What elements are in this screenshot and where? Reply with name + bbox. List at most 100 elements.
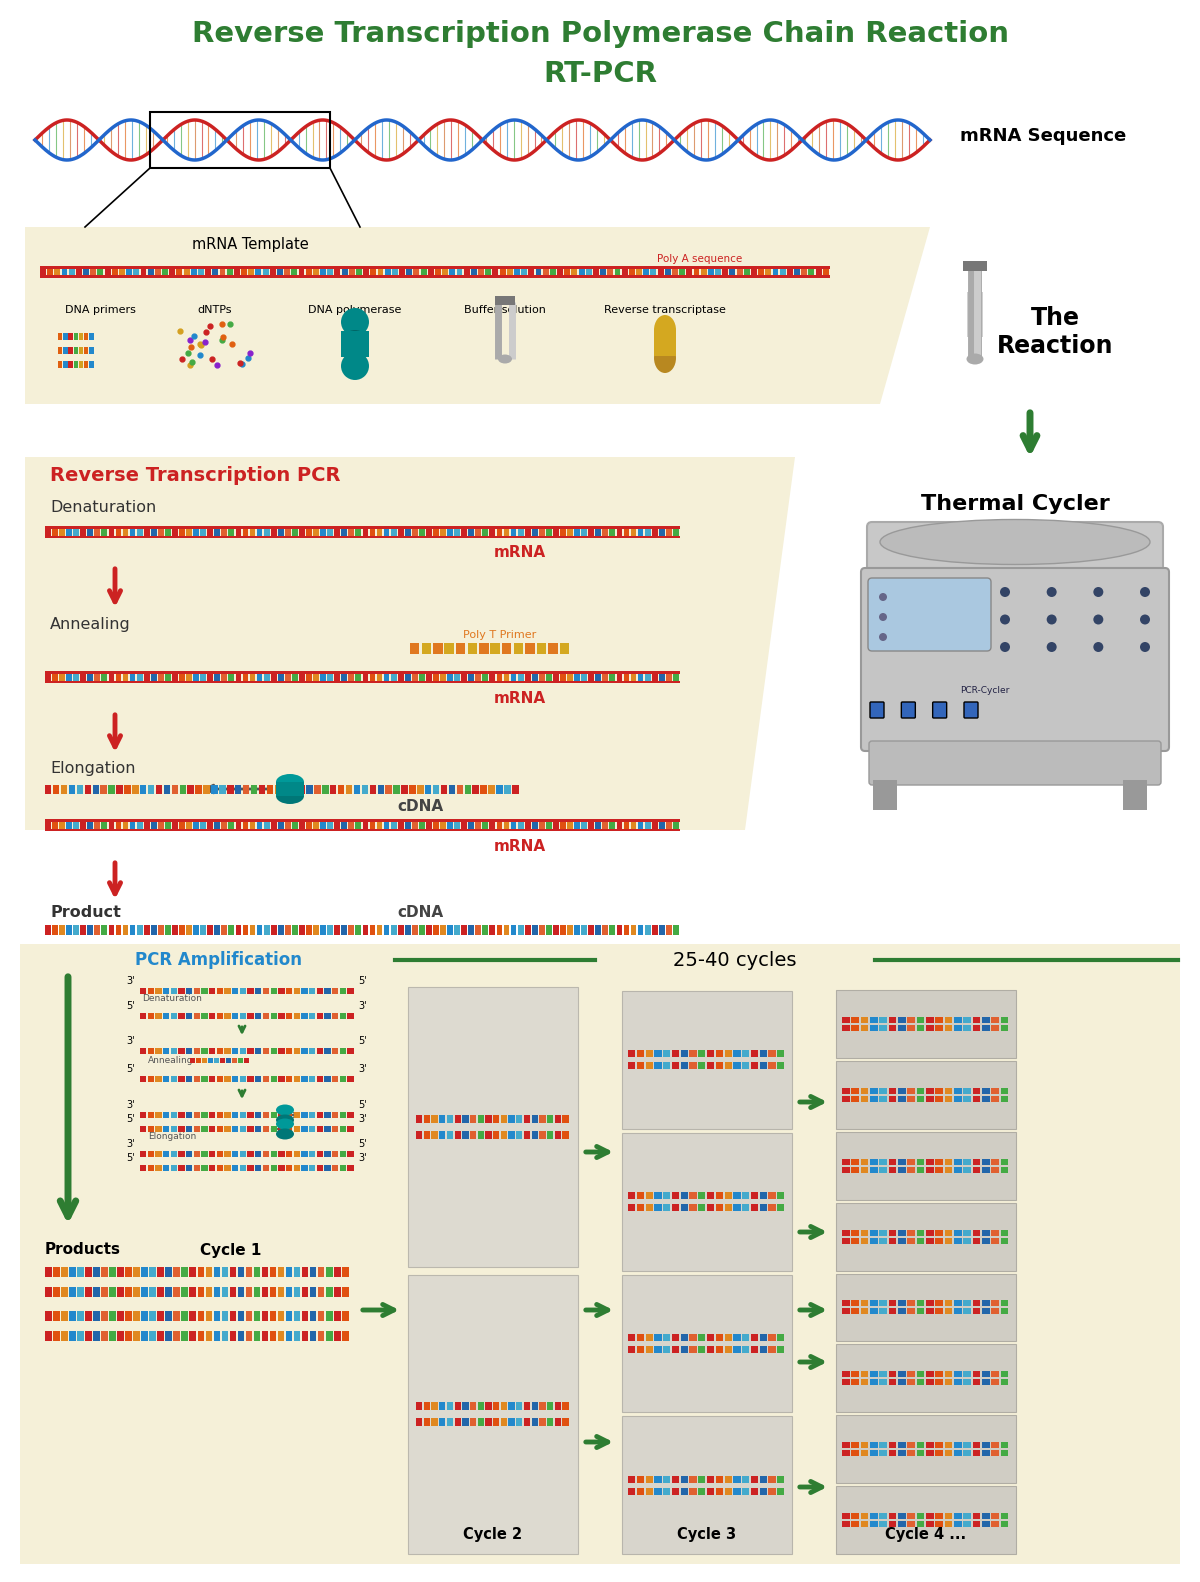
Bar (278, 527, 283, 536)
Bar (193, 1126, 200, 1133)
Bar (646, 1063, 653, 1069)
Bar (224, 1152, 230, 1156)
Bar (377, 527, 383, 536)
Bar (155, 989, 162, 993)
Bar (628, 1334, 635, 1342)
Bar (200, 672, 206, 682)
Polygon shape (25, 457, 796, 831)
Text: 5': 5' (358, 1036, 367, 1046)
Bar (547, 1131, 553, 1139)
Bar (217, 989, 223, 993)
Bar (335, 267, 341, 277)
Bar (524, 1131, 530, 1139)
Bar (73, 527, 79, 536)
Bar (468, 527, 474, 536)
Bar (462, 1417, 468, 1427)
Text: 5': 5' (126, 1114, 134, 1123)
Bar (101, 1330, 108, 1342)
Bar (532, 672, 538, 682)
Bar (768, 1050, 775, 1057)
Bar (889, 1520, 896, 1527)
Bar (672, 267, 678, 277)
Bar (215, 819, 220, 831)
Bar (926, 1096, 934, 1101)
Bar (148, 1012, 154, 1019)
Bar (179, 1152, 185, 1156)
Bar (500, 1417, 508, 1427)
Bar (926, 1520, 934, 1527)
Bar (485, 1402, 492, 1410)
Bar (224, 1112, 230, 1118)
Text: Poly A sequence: Poly A sequence (658, 255, 743, 264)
Bar (468, 642, 478, 653)
Bar (907, 1096, 914, 1101)
Bar (174, 1330, 180, 1342)
Bar (286, 1311, 293, 1321)
Bar (412, 819, 418, 831)
Bar (217, 1012, 223, 1019)
Bar (328, 925, 334, 935)
Bar (151, 819, 157, 831)
Text: Denaturation: Denaturation (142, 993, 202, 1003)
Bar (574, 819, 580, 831)
Bar (504, 925, 509, 935)
Bar (221, 527, 227, 536)
Bar (935, 1237, 943, 1243)
Bar (250, 925, 256, 935)
Bar (652, 672, 658, 682)
Bar (898, 1237, 906, 1243)
Text: 5': 5' (126, 1001, 134, 1011)
Bar (324, 989, 330, 993)
Bar (342, 1311, 348, 1321)
Bar (926, 1158, 934, 1164)
Bar (637, 1476, 644, 1482)
Bar (94, 1330, 100, 1342)
Bar (617, 819, 623, 831)
Bar (362, 925, 368, 935)
Bar (270, 1047, 277, 1054)
Bar (179, 819, 185, 831)
Bar (680, 1334, 688, 1342)
Bar (664, 1334, 671, 1342)
Bar (690, 1346, 697, 1353)
Bar (768, 1204, 775, 1212)
Bar (524, 672, 530, 682)
Bar (310, 1288, 317, 1297)
Text: 5': 5' (358, 1099, 367, 1111)
Bar (40, 275, 830, 278)
Bar (278, 925, 283, 935)
Bar (870, 1237, 877, 1243)
Bar (889, 1451, 896, 1455)
Bar (308, 1126, 316, 1133)
Bar (384, 925, 390, 935)
Bar (371, 267, 377, 277)
Bar (270, 1126, 277, 1133)
Bar (954, 1158, 961, 1164)
Bar (118, 1311, 124, 1321)
Bar (270, 1288, 276, 1297)
Bar (973, 1237, 980, 1243)
Bar (256, 1012, 262, 1019)
Bar (547, 1417, 553, 1427)
Bar (229, 1330, 236, 1342)
Bar (440, 819, 446, 831)
Bar (698, 1193, 706, 1199)
Bar (240, 989, 246, 993)
Bar (628, 1204, 635, 1212)
Bar (698, 1346, 706, 1353)
Bar (317, 1047, 323, 1054)
Bar (52, 527, 58, 536)
Bar (193, 819, 199, 831)
Bar (628, 1193, 635, 1199)
Bar (991, 1096, 998, 1101)
Bar (680, 1476, 688, 1482)
Bar (84, 785, 91, 794)
Bar (412, 672, 418, 682)
Bar (277, 1311, 284, 1321)
Bar (247, 1126, 253, 1133)
Bar (186, 1076, 192, 1082)
Bar (179, 672, 185, 682)
Bar (89, 361, 94, 369)
Bar (698, 1050, 706, 1057)
Bar (499, 267, 505, 277)
